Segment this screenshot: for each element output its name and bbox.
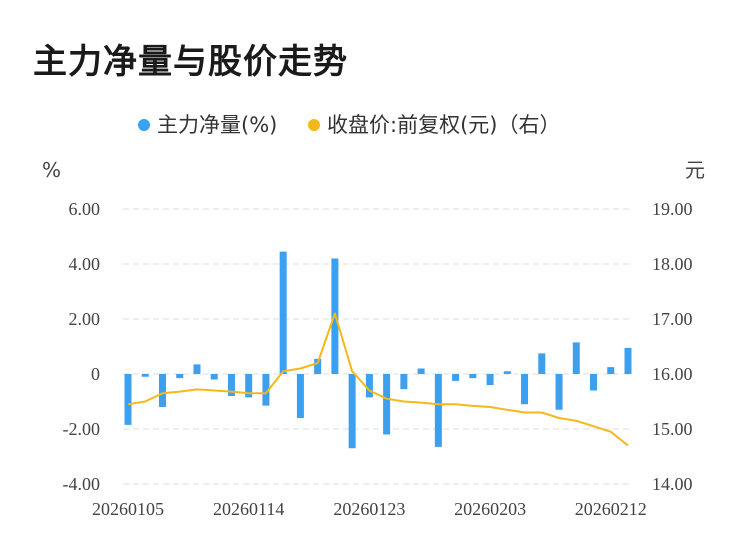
legend: 主力净量(%) 收盘价:前复权(元)（右） [138, 113, 560, 137]
line-series [127, 312, 629, 447]
y-right-axis: 19.00 18.00 17.00 16.00 15.00 14.00 [652, 199, 693, 494]
bar [314, 358, 322, 374]
legend-bar-marker [138, 119, 150, 131]
y-left-tick-label: 0 [91, 364, 100, 384]
bar [555, 374, 563, 410]
y-right-tick-label: 15.00 [652, 419, 693, 439]
bar [607, 367, 615, 374]
bar [572, 342, 580, 374]
bar [296, 374, 304, 418]
bar [245, 374, 253, 398]
bar [262, 374, 270, 406]
bar [400, 374, 408, 390]
legend-line-label: 收盘价:前复权(元)（右） [327, 113, 560, 137]
legend-bar-label: 主力净量(%) [157, 113, 277, 137]
y-right-tick-label: 14.00 [652, 474, 693, 494]
bar [348, 374, 356, 449]
y-right-tick-label: 16.00 [652, 364, 693, 384]
bar [486, 374, 494, 385]
bar-series [124, 251, 632, 449]
bar [434, 374, 442, 447]
price-line [127, 312, 629, 447]
y-right-unit: 元 [685, 158, 705, 182]
y-left-tick-label: -2.00 [63, 419, 101, 439]
x-tick-label: 20260105 [92, 499, 164, 519]
bar [538, 353, 546, 374]
y-left-tick-label: -4.00 [63, 474, 101, 494]
bar [158, 374, 166, 407]
y-left-unit: % [42, 158, 61, 182]
y-right-tick-label: 19.00 [652, 199, 693, 219]
bar [503, 371, 511, 374]
y-right-tick-label: 17.00 [652, 309, 693, 329]
bar [279, 251, 287, 374]
x-tick-label: 20260212 [575, 499, 647, 519]
x-axis: 20260105 20260114 20260123 20260203 20260212 [92, 499, 647, 519]
bar [624, 347, 632, 374]
x-tick-label: 20260114 [213, 499, 284, 519]
bar [383, 374, 391, 435]
legend-line-marker [308, 119, 320, 131]
grid-lines [123, 208, 633, 485]
bar [227, 374, 235, 396]
bar [590, 374, 598, 391]
y-left-tick-label: 2.00 [69, 309, 101, 329]
bar [210, 374, 218, 380]
bar [365, 374, 373, 398]
bar [193, 364, 201, 374]
y-left-tick-label: 4.00 [69, 254, 101, 274]
x-tick-label: 20260203 [454, 499, 526, 519]
bar [521, 374, 529, 405]
bar [141, 374, 149, 377]
bar [469, 374, 477, 379]
bar [124, 374, 132, 425]
bar [417, 368, 425, 374]
bar [176, 374, 184, 379]
y-left-axis: 6.00 4.00 2.00 0 -2.00 -4.00 [63, 199, 101, 494]
x-tick-label: 20260123 [333, 499, 405, 519]
y-right-tick-label: 18.00 [652, 254, 693, 274]
chart-title: 主力净量与股价走势 [33, 42, 348, 82]
bar [452, 374, 460, 381]
y-left-tick-label: 6.00 [69, 199, 101, 219]
